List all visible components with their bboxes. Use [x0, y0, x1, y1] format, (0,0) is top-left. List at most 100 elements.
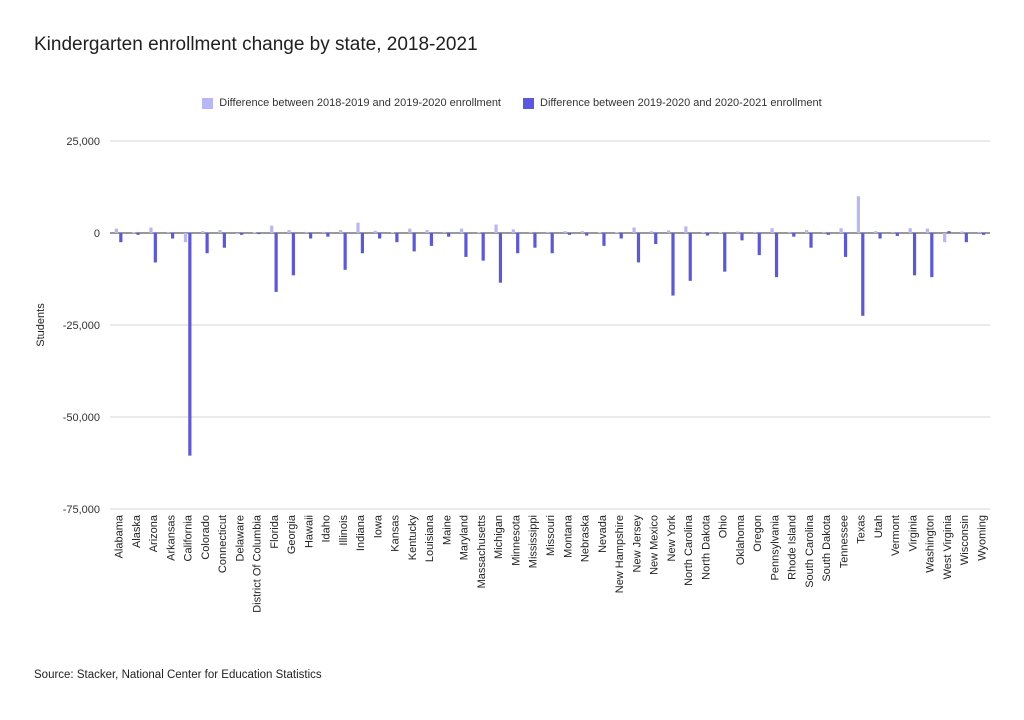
bar-series-2: [481, 233, 485, 261]
x-tick-label: North Carolina: [683, 514, 695, 586]
bar-series-1: [339, 230, 343, 233]
y-tick-label: 25,000: [66, 136, 100, 148]
bar-series-2: [516, 233, 520, 254]
bar-series-2: [981, 233, 986, 235]
bar-series-2: [188, 233, 192, 456]
bar-series-2: [671, 233, 675, 296]
legend-label-series-1: Difference between 2018-2019 and 2019-20…: [219, 97, 501, 109]
bar-series-2: [447, 233, 451, 237]
x-tick-label: Mississippi: [528, 515, 540, 568]
bar-series-2: [654, 233, 658, 245]
bar-series-2: [136, 233, 140, 235]
bar-series-2: [170, 233, 175, 239]
bar-series-1: [511, 229, 515, 233]
bar-series-2: [619, 233, 623, 239]
bar-series-1: [977, 231, 981, 233]
bar-series-2: [636, 233, 641, 263]
x-tick-label: Oklahoma: [735, 514, 747, 565]
x-tick-label: Vermont: [890, 515, 902, 556]
bar-series-1: [943, 233, 947, 243]
bar-series-1: [459, 228, 464, 233]
bar-series-2: [843, 233, 848, 257]
chart-title: Kindergarten enrollment change by state,…: [34, 34, 478, 55]
x-tick-label: South Carolina: [804, 514, 816, 588]
bar-series-2: [567, 233, 572, 235]
x-tick-label: Wyoming: [976, 515, 988, 561]
bar-series-1: [770, 228, 774, 233]
x-tick-label: Arkansas: [165, 515, 177, 561]
bar-series-2: [688, 233, 692, 281]
bar-series-1: [736, 231, 740, 233]
bar-series-1: [477, 232, 481, 234]
bar-series-1: [822, 231, 826, 233]
bar-series-2: [912, 233, 917, 276]
y-tick-label: -75,000: [63, 504, 100, 516]
bar-series-1: [580, 231, 584, 233]
bar-series-2: [240, 233, 244, 235]
x-tick-label: Michigan: [493, 515, 505, 559]
bar-series-2: [792, 233, 796, 237]
x-tick-label: Wisconsin: [959, 515, 971, 565]
legend-label-series-2: Difference between 2019-2020 and 2020-20…: [540, 97, 822, 109]
bar-series-2: [774, 233, 779, 278]
bar-series-1: [839, 228, 843, 233]
bar-series-2: [498, 233, 503, 283]
bar-series-2: [550, 233, 554, 254]
bar-series-2: [291, 233, 295, 276]
bar-series-2: [585, 233, 589, 236]
bar-series-1: [183, 233, 188, 243]
x-tick-label: Kansas: [390, 515, 402, 552]
bar-series-2: [723, 233, 727, 272]
bar-series-2: [947, 231, 951, 233]
bar-series-2: [878, 233, 882, 239]
x-tick-label: Georgia: [286, 514, 298, 554]
x-tick-label: South Dakota: [821, 514, 833, 582]
x-tick-label: New Hampshire: [614, 515, 626, 593]
bar-series-1: [891, 231, 895, 233]
bar-series-1: [408, 228, 412, 233]
x-tick-label: Alaska: [131, 514, 143, 548]
bar-series-2: [826, 233, 830, 235]
bar-series-1: [856, 196, 860, 233]
bar-series-2: [740, 233, 744, 241]
bar-series-2: [809, 233, 813, 248]
bar-series-1: [356, 222, 360, 233]
x-tick-label: Minnesota: [510, 514, 522, 566]
bar-series-1: [805, 230, 809, 233]
x-tick-label: Illinois: [338, 515, 350, 546]
bar-series-1: [701, 232, 705, 234]
bar-series-1: [287, 230, 291, 233]
bar-series-2: [395, 233, 399, 243]
bar-series-1: [114, 228, 119, 233]
legend: Difference between 2018-2019 and 2019-20…: [0, 97, 1024, 109]
bar-series-1: [218, 230, 222, 233]
x-tick-label: Montana: [562, 514, 574, 558]
bar-series-1: [925, 228, 930, 233]
bar-series-1: [390, 232, 395, 234]
x-tick-label: Florida: [269, 514, 281, 549]
bar-series-2: [153, 233, 157, 263]
x-tick-label: Nebraska: [580, 514, 592, 562]
x-tick-label: Virginia: [907, 514, 919, 551]
x-tick-label: Pennsylvania: [769, 514, 781, 580]
x-tick-label: Nevada: [597, 514, 609, 553]
bar-series-1: [321, 231, 326, 233]
legend-item-series-1: Difference between 2018-2019 and 2019-20…: [202, 97, 501, 109]
bar-series-2: [309, 233, 313, 239]
x-tick-label: Indiana: [355, 514, 367, 551]
bar-series-2: [895, 233, 899, 236]
x-tick-label: Maine: [441, 515, 453, 545]
x-tick-label: Oregon: [752, 515, 764, 552]
bar-series-1: [597, 232, 602, 234]
y-tick-label: 0: [94, 228, 100, 240]
x-tick-label: West Virginia: [942, 514, 954, 579]
x-tick-label: Idaho: [321, 515, 333, 543]
x-tick-label: New Jersey: [631, 515, 643, 573]
x-tick-label: Delaware: [234, 515, 246, 561]
bar-series-2: [464, 233, 468, 257]
source-note: Source: Stacker, National Center for Edu…: [34, 669, 322, 681]
bar-series-1: [373, 230, 377, 233]
bar-series-2: [222, 233, 226, 248]
bar-series-1: [615, 232, 619, 234]
x-tick-label: Iowa: [372, 514, 384, 538]
